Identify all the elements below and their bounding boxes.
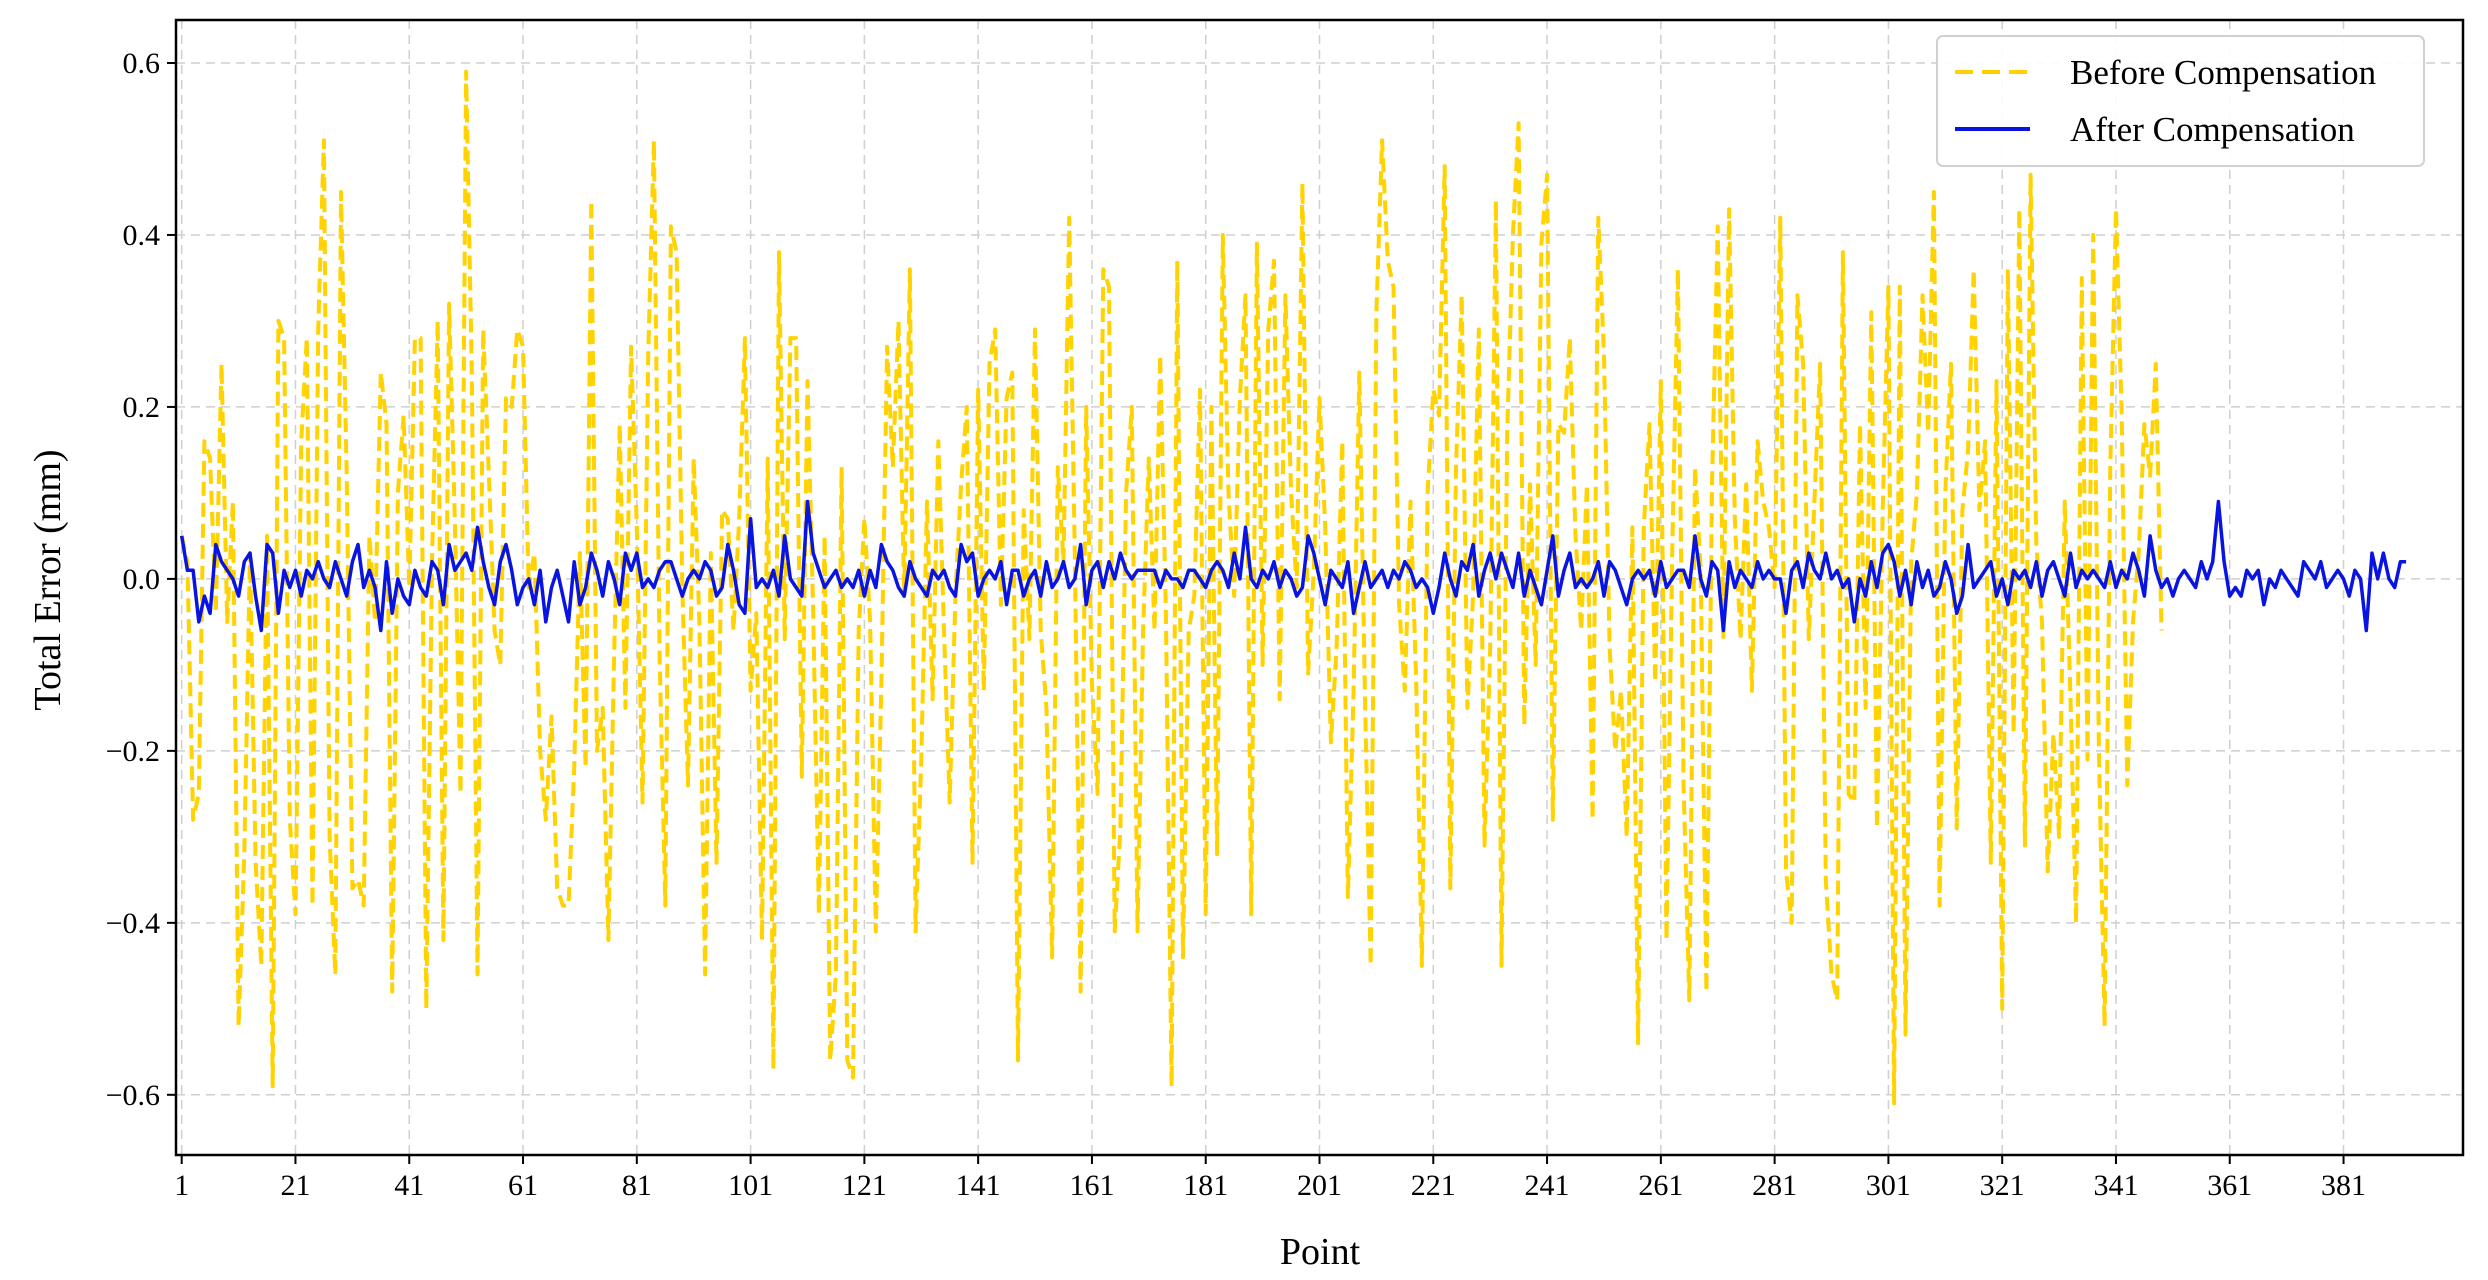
y-axis-label: Total Error (mm) [27, 449, 69, 710]
line-before-compensation [179, 69, 2164, 1106]
y-tick-label: 0.2 [123, 391, 161, 424]
x-tick-label: 121 [842, 1169, 887, 1202]
x-tick-label: 281 [1752, 1169, 1797, 1202]
x-tick-label: 141 [956, 1169, 1001, 1202]
series-after-compensation [179, 499, 2407, 633]
x-tick-label: 341 [2093, 1169, 2138, 1202]
line-after-compensation [179, 499, 2407, 633]
x-tick-label: 261 [1638, 1169, 1683, 1202]
x-axis: 1 21 41 61 81 101 121 141 161 181 201 221 241 261 281 3… [174, 1155, 2366, 1202]
grid [176, 20, 2463, 1155]
legend-label-after-compensation: After Compensation [2070, 110, 2355, 149]
x-tick-label: 81 [622, 1169, 652, 1202]
x-tick-label: 221 [1411, 1169, 1456, 1202]
x-tick-label: 361 [2207, 1169, 2252, 1202]
legend-box [1936, 35, 2425, 167]
x-tick-label: 321 [1980, 1169, 2025, 1202]
x-tick-label: 161 [1069, 1169, 1114, 1202]
legend-label-before-compensation: Before Compensation [2070, 53, 2376, 92]
y-tick-label: −0.6 [106, 1079, 160, 1112]
x-tick-label: 181 [1183, 1169, 1228, 1202]
y-tick-label: −0.4 [106, 907, 160, 940]
legend: Before Compensation After Compensation [1936, 35, 2425, 167]
x-axis-label: Point [1280, 1231, 1361, 1273]
x-tick-label: 101 [728, 1169, 773, 1202]
x-tick-label: 241 [1525, 1169, 1570, 1202]
x-tick-label: 201 [1297, 1169, 1342, 1202]
y-tick-label: −0.2 [106, 735, 160, 768]
x-tick-label: 21 [280, 1169, 310, 1202]
y-tick-label: 0.6 [123, 47, 161, 80]
series-before-compensation [179, 69, 2164, 1106]
x-tick-label: 301 [1866, 1169, 1911, 1202]
x-tick-label: 1 [174, 1169, 189, 1202]
y-tick-label: 0.0 [123, 563, 161, 596]
x-tick-label: 41 [394, 1169, 424, 1202]
x-tick-label: 381 [2321, 1169, 2366, 1202]
y-tick-label: 0.4 [123, 219, 161, 252]
y-axis: −0.6 −0.4 −0.2 0.0 0.2 0.4 0.6 [106, 47, 176, 1112]
x-tick-label: 61 [508, 1169, 538, 1202]
